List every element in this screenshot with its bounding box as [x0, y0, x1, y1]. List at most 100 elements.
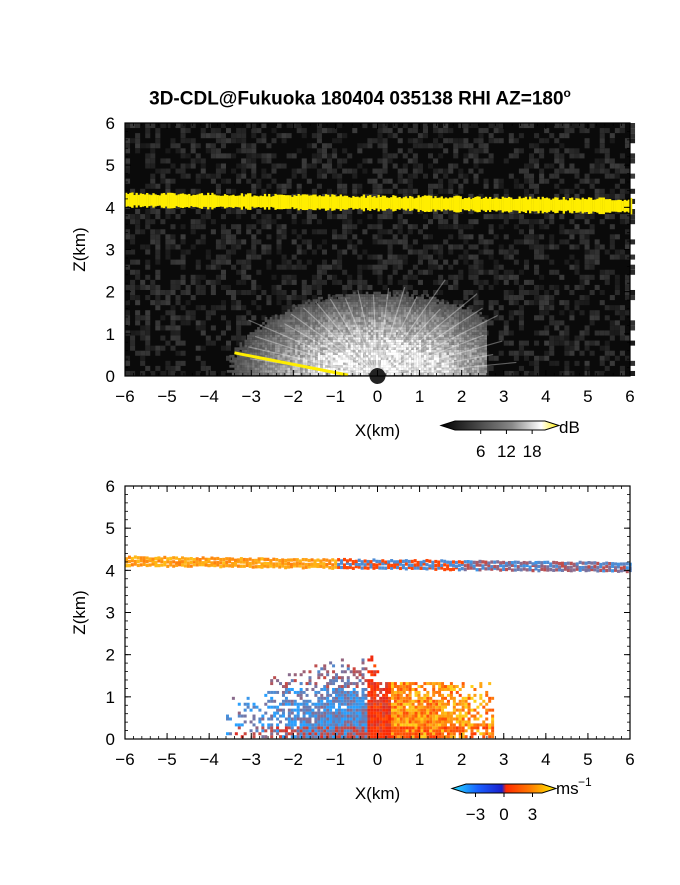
noise-cell — [170, 284, 176, 290]
echo-cell — [385, 339, 389, 343]
echo-cell — [411, 359, 414, 363]
noise-cell — [412, 128, 418, 134]
echo-cell — [471, 319, 475, 323]
echo-cell — [340, 311, 344, 315]
noise-cell — [604, 128, 610, 134]
echo-cell — [416, 306, 419, 310]
echo-cell — [264, 337, 268, 340]
echo-cell — [474, 347, 477, 350]
noise-cell — [412, 264, 418, 270]
echo-cell — [385, 352, 389, 355]
echo-cell — [393, 359, 397, 363]
noise-cell — [407, 224, 413, 230]
echo-cell — [272, 349, 275, 353]
echo-cell — [269, 354, 273, 358]
noise-cell — [205, 123, 211, 129]
echo-cell — [449, 342, 452, 345]
noise-cell — [165, 183, 171, 189]
noise-cell — [311, 188, 317, 194]
noise-cell — [559, 143, 565, 149]
echo-cell — [375, 309, 379, 312]
echo-cell — [302, 359, 306, 363]
noise-cell — [306, 143, 312, 149]
echo-cell — [466, 311, 470, 315]
noise-cell — [433, 158, 439, 164]
echo-cell — [390, 352, 394, 355]
noise-cell — [210, 178, 216, 184]
echo-cell — [342, 339, 346, 343]
echo-cell — [373, 334, 376, 338]
noise-cell — [367, 284, 373, 290]
noise-cell — [448, 214, 454, 220]
echo-cell — [398, 352, 402, 355]
echo-cell — [411, 352, 414, 355]
echo-cell — [358, 327, 361, 330]
echo-cell — [454, 314, 457, 318]
noise-cell — [478, 264, 484, 270]
echo-cell — [426, 306, 429, 310]
echo-cell — [363, 337, 366, 340]
echo-cell — [274, 347, 278, 350]
echo-cell — [443, 365, 447, 368]
noise-cell — [150, 239, 156, 245]
noise-cell — [508, 300, 514, 306]
echo-cell — [300, 359, 303, 363]
noise-cell — [281, 254, 287, 260]
echo-cell — [456, 370, 460, 373]
noise-cell — [473, 173, 479, 179]
echo-cell — [396, 299, 399, 302]
noise-cell — [367, 214, 373, 220]
echo-cell — [406, 296, 409, 300]
echo-cell — [247, 352, 250, 355]
echo-cell — [406, 309, 409, 312]
echo-cell — [426, 322, 429, 325]
noise-cell — [594, 188, 600, 194]
noise-cell — [594, 168, 600, 174]
echo-cell — [438, 354, 442, 358]
noise-cell — [579, 188, 585, 194]
echo-cell — [370, 299, 374, 302]
echo-cell — [436, 334, 440, 338]
noise-cell — [210, 259, 216, 265]
noise-cell — [387, 259, 393, 265]
noise-cell — [407, 173, 413, 179]
echo-cell — [411, 306, 414, 310]
noise-cell — [630, 133, 636, 139]
noise-cell — [453, 274, 459, 280]
echo-cell — [287, 349, 291, 353]
echo-cell — [431, 362, 434, 366]
echo-cell — [320, 372, 323, 376]
echo-cell — [284, 329, 288, 333]
echo-cell — [464, 327, 467, 330]
echo-cell — [317, 365, 321, 368]
noise-cell — [584, 219, 590, 225]
noise-cell — [478, 300, 484, 306]
noise-cell — [488, 305, 494, 311]
echo-cell — [428, 327, 432, 330]
echo-cell — [317, 319, 321, 323]
noise-cell — [428, 234, 434, 240]
noise-cell — [478, 143, 484, 149]
echo-cell — [335, 339, 339, 343]
echo-cell — [320, 332, 323, 335]
echo-cell — [295, 334, 298, 338]
echo-cell — [383, 324, 386, 328]
noise-cell — [387, 254, 393, 260]
echo-cell — [337, 309, 341, 312]
noise-cell — [614, 128, 620, 134]
echo-cell — [322, 334, 326, 338]
echo-cell — [449, 365, 452, 368]
noise-cell — [407, 188, 413, 194]
echo-cell — [385, 306, 389, 310]
noise-cell — [579, 239, 585, 245]
noise-cell — [241, 168, 247, 174]
echo-cell — [411, 332, 414, 335]
noise-cell — [195, 305, 201, 311]
echo-cell — [418, 316, 422, 320]
noise-cell — [534, 148, 540, 154]
echo-cell — [363, 304, 366, 307]
echo-cell — [348, 367, 351, 371]
echo-cell — [441, 306, 445, 310]
echo-cell — [388, 357, 392, 361]
echo-cell — [433, 314, 437, 318]
